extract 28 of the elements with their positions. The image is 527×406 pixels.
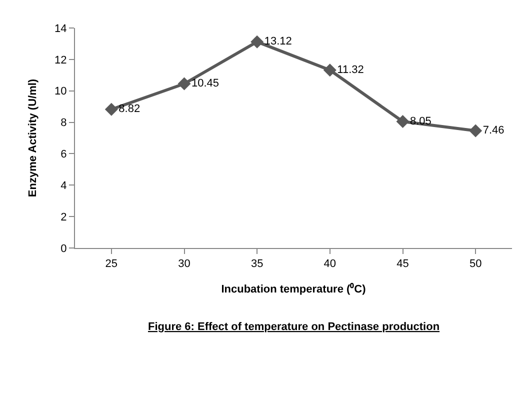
y-tick-label: 12 — [54, 54, 67, 66]
x-tick-label: 45 — [396, 258, 409, 270]
y-tick-label: 4 — [60, 180, 67, 192]
data-label: 8.82 — [118, 103, 140, 116]
y-tick-label: 10 — [54, 86, 67, 98]
x-tick-label: 50 — [469, 258, 482, 270]
y-tick-label: 2 — [60, 211, 67, 224]
point — [396, 115, 410, 128]
data-label: 11.32 — [337, 64, 364, 76]
point — [323, 64, 336, 77]
point — [104, 102, 118, 116]
point — [178, 77, 191, 90]
y-tick-label: 8 — [60, 117, 67, 130]
x-tick-label: 40 — [324, 258, 336, 270]
x-tick-label: 35 — [250, 258, 264, 270]
point — [469, 124, 482, 138]
point — [250, 35, 264, 48]
x-tick-label: 25 — [105, 258, 118, 270]
y-axis-title: Enzyme Activity (U/ml) — [27, 78, 40, 198]
data-label: 10.45 — [192, 78, 220, 90]
x-tick-label: 30 — [178, 258, 190, 270]
data-label: 7.46 — [482, 124, 504, 137]
x-axis-title: Incubation temperature (⁰C) — [221, 282, 366, 296]
data-label: 13.12 — [264, 36, 292, 48]
y-tick-label: 6 — [60, 148, 67, 161]
y-tick-label: 0 — [60, 242, 67, 255]
y-tick-label: 14 — [54, 22, 67, 35]
caption: Figure 6: Effect of temperature on Pectinase production — [148, 321, 440, 333]
